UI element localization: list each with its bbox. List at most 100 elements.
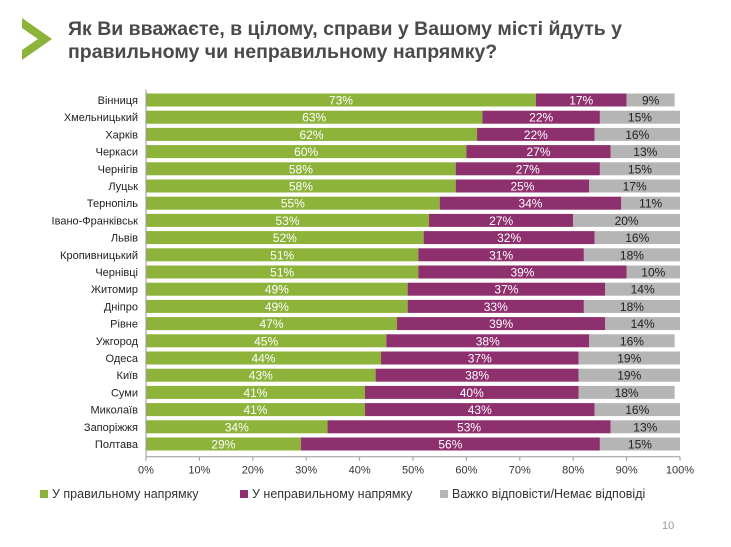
data-label: 41% [243,386,267,400]
bar-wrong [380,351,579,365]
bar-right [146,162,456,176]
category-label: Миколаїв [90,405,138,417]
category-label: Кропивницький [60,250,138,262]
category-label: Івано-Франківськ [52,215,139,227]
data-label: 53% [275,214,299,228]
data-label: 43% [468,403,492,417]
bar-hard [578,368,680,382]
bar-right [146,334,387,348]
data-label: 31% [489,248,513,262]
x-tick-label: 30% [295,465,317,477]
legend-swatch-green [40,490,48,498]
legend-label: У правильному напрямку [52,487,199,501]
data-label: 56% [438,438,462,452]
data-label: 40% [460,386,484,400]
data-label: 62% [300,128,324,142]
data-label: 16% [625,128,649,142]
bar-right [146,213,430,227]
x-tick-label: 60% [455,465,477,477]
data-label: 15% [628,111,652,125]
data-label: 20% [615,214,639,228]
bar-hard [610,420,680,434]
bar-wrong [429,213,574,227]
bar-hard [578,385,675,399]
data-label: 49% [265,283,289,297]
category-label: Львів [111,233,138,245]
data-label: 39% [510,266,534,280]
bar-wrong [364,403,595,417]
data-label: 37% [468,352,492,366]
data-label: 52% [273,231,297,245]
data-label: 60% [294,145,318,159]
bar-wrong [477,127,595,141]
x-tick-label: 40% [349,465,371,477]
bar-hard [599,437,680,451]
bar-hard [583,248,680,262]
category-label: Запоріжжя [84,422,138,434]
bar-right [146,231,424,245]
bar-right [146,265,419,279]
bar-wrong [407,282,606,296]
data-label: 15% [628,438,652,452]
bar-right [146,93,536,107]
data-label: 37% [494,283,518,297]
bar-wrong [439,196,622,210]
data-label: 38% [476,334,500,348]
bar-wrong [535,93,627,107]
bar-right [146,179,456,193]
green-arrow-icon [22,18,52,60]
bar-hard [578,351,680,365]
data-label: 29% [211,438,235,452]
data-label: 73% [329,94,353,108]
category-label: Ужгород [96,336,139,348]
data-label: 47% [259,317,283,331]
bar-right [146,368,376,382]
stacked-bar-chart: Вінниця 73% 17% 9% Хмельницький 63% 22% 15% Харк… [52,89,694,477]
legend-item-right: У правильному напрямку [40,487,198,501]
category-label: Одеса [106,353,139,365]
data-label: 51% [270,248,294,262]
category-label: Чернігів [98,164,139,176]
data-label: 22% [529,111,553,125]
data-label: 44% [251,352,275,366]
data-label: 11% [639,197,662,211]
bar-hard [589,179,680,193]
category-label: Вінниця [98,95,138,107]
bar-right [146,196,440,210]
bar-wrong [455,162,600,176]
bar-right [146,282,408,296]
legend-swatch-purple [240,490,248,498]
data-label: 43% [249,369,273,383]
legend-label: Важко відповісти/Немає відповіді [452,487,646,501]
bar-wrong [466,145,611,159]
data-label: 58% [289,180,313,194]
category-label: Житомир [91,284,138,296]
data-label: 13% [633,420,657,434]
data-label: 17% [569,94,593,108]
x-tick-label: 100% [666,465,694,477]
bar-wrong [327,420,611,434]
category-label: Рівне [110,319,138,331]
x-tick-label: 0% [138,465,154,477]
chart-title: Як Ви вважаєте, в цілому, справи у Вашом… [68,18,622,63]
category-label: Харків [105,129,138,141]
data-label: 49% [265,300,289,314]
legend-swatch-gray [440,490,448,498]
data-label: 18% [620,248,644,262]
data-label: 32% [497,231,521,245]
bar-hard [605,282,680,296]
data-label: 22% [524,128,548,142]
bar-hard [583,299,680,313]
data-label: 13% [633,145,657,159]
bar-wrong [375,368,579,382]
bar-wrong [418,265,627,279]
data-label: 41% [243,403,267,417]
bar-hard [599,110,680,124]
bar-hard [594,403,680,417]
data-label: 38% [465,369,489,383]
x-tick-label: 20% [242,465,264,477]
bar-hard [610,145,680,159]
bar-hard [599,162,680,176]
bar-right [146,248,419,262]
data-label: 9% [642,94,660,108]
